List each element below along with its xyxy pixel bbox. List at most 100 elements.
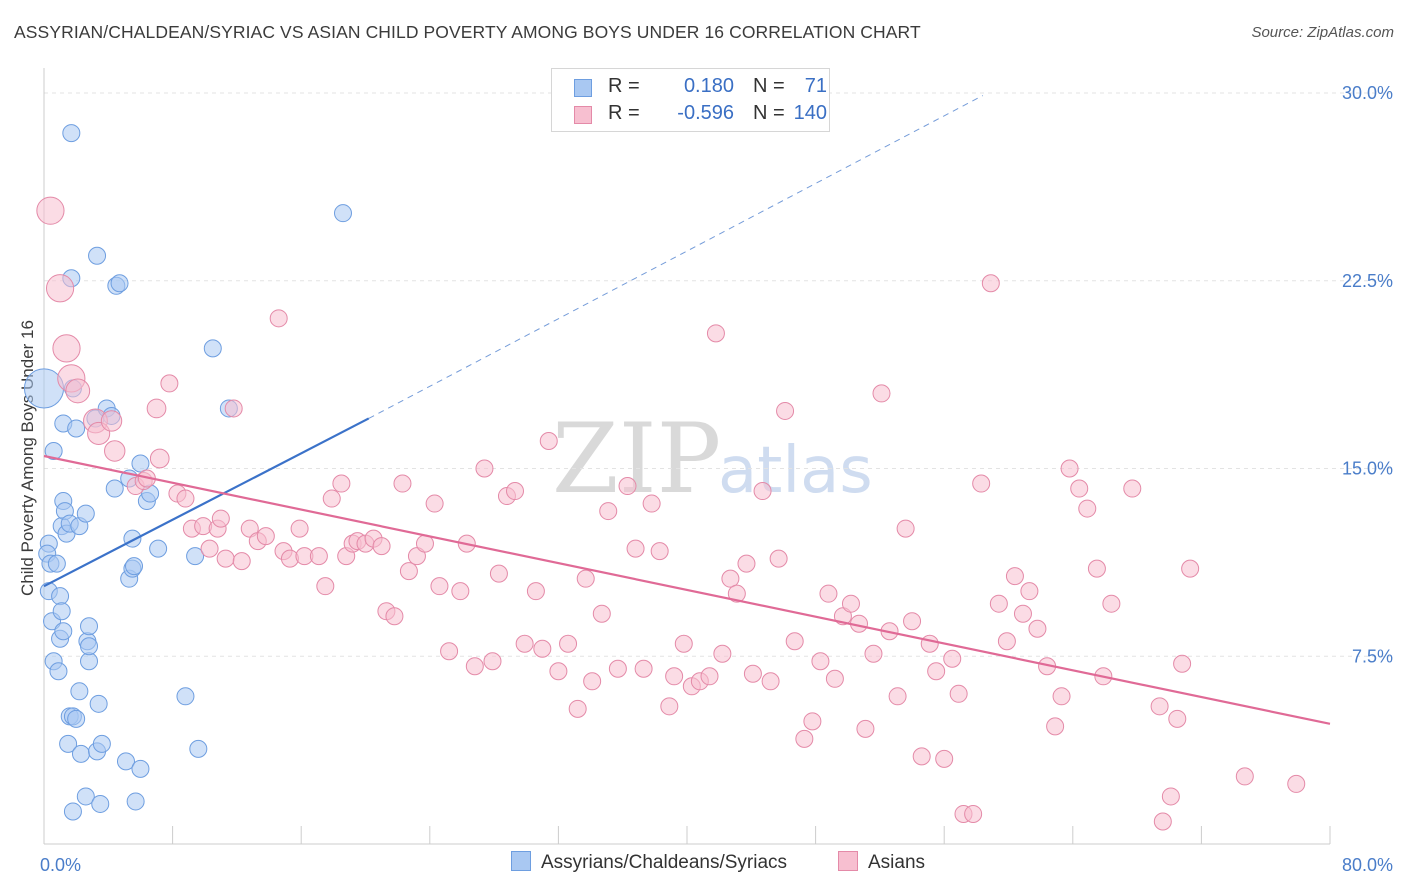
data-point xyxy=(131,759,150,778)
data-point xyxy=(761,672,780,691)
series-swatch-asians xyxy=(838,851,858,871)
data-point xyxy=(674,634,693,653)
data-point xyxy=(549,662,568,681)
data-point xyxy=(1005,567,1024,586)
data-point xyxy=(920,634,939,653)
data-point xyxy=(76,787,95,806)
data-point xyxy=(964,804,983,823)
data-point xyxy=(62,124,81,143)
trend-line-extension-0 xyxy=(368,95,984,419)
data-point xyxy=(1102,594,1121,613)
data-point xyxy=(706,324,725,343)
data-point xyxy=(92,734,111,753)
data-point xyxy=(997,632,1016,651)
data-point xyxy=(290,519,309,538)
data-point xyxy=(776,401,795,420)
data-point xyxy=(224,399,243,418)
data-point xyxy=(203,339,222,358)
data-point xyxy=(841,594,860,613)
data-point xyxy=(54,622,73,641)
data-point xyxy=(515,634,534,653)
data-point xyxy=(322,489,341,508)
data-point xyxy=(52,334,81,363)
data-point xyxy=(49,662,68,681)
trend-line-1 xyxy=(43,454,1331,725)
data-point xyxy=(903,612,922,631)
data-point xyxy=(44,441,63,460)
data-point xyxy=(568,699,587,718)
data-point xyxy=(393,474,412,493)
data-point xyxy=(333,204,352,223)
data-point xyxy=(713,644,732,663)
data-point xyxy=(599,502,618,521)
data-point xyxy=(316,577,335,596)
data-point xyxy=(1070,479,1089,498)
data-point xyxy=(76,504,95,523)
legend-n-value: 71 xyxy=(804,75,827,97)
y-axis-label: Child Poverty Among Boys Under 16 xyxy=(18,320,37,596)
data-point xyxy=(70,682,89,701)
data-point xyxy=(475,459,494,478)
data-point xyxy=(80,617,99,636)
series-swatch-assyrians xyxy=(511,851,531,871)
data-point xyxy=(36,196,65,225)
data-point xyxy=(89,694,108,713)
legend-swatch-assyrians xyxy=(574,79,592,97)
data-point xyxy=(803,712,822,731)
legend-r-label: R = xyxy=(608,102,640,124)
data-point xyxy=(80,652,99,671)
trend-lines xyxy=(43,95,1331,725)
data-point xyxy=(769,549,788,568)
data-point xyxy=(430,577,449,596)
y-tick-label-3: 30.0% xyxy=(1342,83,1393,103)
data-point xyxy=(1028,619,1047,638)
data-point xyxy=(440,642,459,661)
legend-n-value: 140 xyxy=(793,102,827,124)
data-point xyxy=(489,564,508,583)
data-point xyxy=(888,687,907,706)
data-point xyxy=(88,246,107,265)
data-point xyxy=(256,527,275,546)
series-0-points xyxy=(23,124,352,821)
series-legend-asians: Asians xyxy=(838,851,925,874)
data-point xyxy=(200,539,219,558)
data-point xyxy=(626,539,645,558)
data-point xyxy=(269,309,288,328)
y-tick-label-2: 22.5% xyxy=(1342,271,1393,291)
data-point xyxy=(785,632,804,651)
watermark-zip: ZIP xyxy=(552,403,721,515)
data-point xyxy=(650,542,669,561)
data-point xyxy=(583,672,602,691)
data-point xyxy=(176,489,195,508)
data-point xyxy=(51,587,70,606)
data-point xyxy=(104,440,126,462)
data-point xyxy=(559,634,578,653)
data-point xyxy=(1287,774,1306,793)
data-point xyxy=(665,667,684,686)
data-point xyxy=(642,494,661,513)
data-point xyxy=(116,752,135,771)
data-point xyxy=(59,734,78,753)
data-point xyxy=(972,474,991,493)
data-point xyxy=(465,657,484,676)
data-point xyxy=(825,669,844,688)
watermark-atlas: atlas xyxy=(718,434,873,508)
data-point xyxy=(67,709,86,728)
legend-r-value: -0.596 xyxy=(677,102,734,124)
data-point xyxy=(1181,559,1200,578)
data-point xyxy=(618,477,637,496)
chart-title: ASSYRIAN/CHALDEAN/SYRIAC VS ASIAN CHILD … xyxy=(14,22,921,42)
x-tick-label-1: 80.0% xyxy=(1342,855,1393,875)
data-point xyxy=(896,519,915,538)
data-point xyxy=(110,274,129,293)
legend-swatch-asians xyxy=(574,106,592,124)
data-point xyxy=(131,454,150,473)
legend-r-value: 0.180 xyxy=(683,75,734,97)
data-point xyxy=(737,554,756,573)
data-point xyxy=(721,569,740,588)
data-point xyxy=(1235,767,1254,786)
data-point xyxy=(795,729,814,748)
data-point xyxy=(539,431,558,450)
data-point xyxy=(912,747,931,766)
